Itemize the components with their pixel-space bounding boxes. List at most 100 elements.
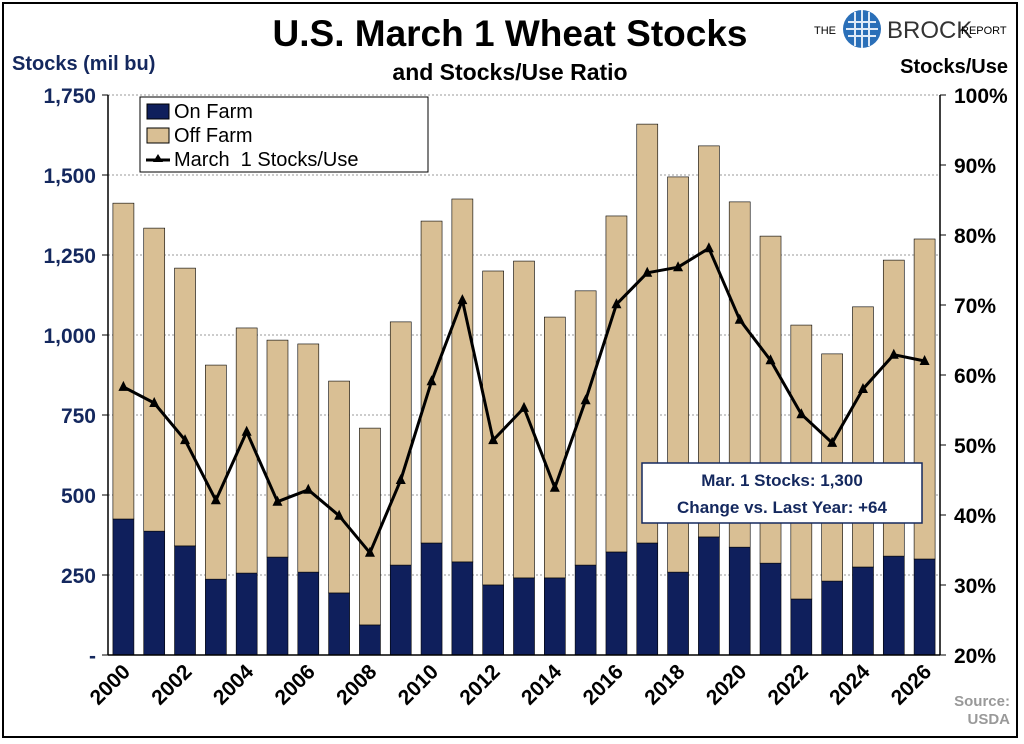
bar-off-farm-2001 <box>143 227 166 532</box>
y2-tick-label: 100% <box>954 85 1008 108</box>
legend-swatch-on-farm <box>146 103 170 120</box>
stocks-use-point-2006 <box>303 483 314 494</box>
bar-on-farm-2007 <box>328 592 350 656</box>
bar-on-farm-2022 <box>790 598 813 656</box>
bar-off-farm-2017 <box>636 123 659 544</box>
y2-tick-label: 30% <box>954 575 996 598</box>
bar-on-farm-2009 <box>389 564 412 656</box>
stocks-use-point-2012 <box>488 434 499 445</box>
stocks-use-point-2015 <box>580 394 591 405</box>
bar-on-farm-2006 <box>297 571 320 656</box>
bar-off-farm-2020 <box>728 201 751 548</box>
bar-off-farm-2004 <box>235 327 258 574</box>
stocks-use-point-2000 <box>118 380 129 391</box>
y-tick-label: 500 <box>61 485 96 508</box>
stocks-use-point-2025 <box>888 348 899 359</box>
bar-on-farm-2003 <box>205 578 227 656</box>
bar-on-farm-2013 <box>513 577 535 656</box>
x-tick-label: 2004 <box>209 660 259 710</box>
source-label: Source: <box>954 693 1010 710</box>
x-tick-label: 2018 <box>640 660 690 710</box>
bar-on-farm-2016 <box>605 551 628 656</box>
bar-on-farm-2014 <box>544 577 566 656</box>
stocks-use-point-2004 <box>241 425 252 436</box>
bar-on-farm-2021 <box>759 562 782 656</box>
bar-off-farm-2000 <box>112 202 135 520</box>
annotation-box: Mar. 1 Stocks: 1,300 Change vs. Last Yea… <box>641 462 923 524</box>
stocks-use-point-2018 <box>673 261 684 272</box>
bar-on-farm-2020 <box>728 546 751 656</box>
bar-off-farm-2002 <box>174 267 196 547</box>
x-tick-label: 2002 <box>147 660 196 709</box>
annotation-change: Change vs. Last Year: +64 <box>677 498 887 517</box>
legend-triangle-marker <box>153 154 163 162</box>
logo-brock: BROCK <box>887 17 972 44</box>
stocks-use-point-2014 <box>549 481 560 492</box>
bar-on-farm-2010 <box>420 542 443 656</box>
bar-on-farm-2012 <box>482 584 504 656</box>
y2-tick-label: 20% <box>954 645 996 668</box>
bar-off-farm-2013 <box>513 260 535 579</box>
x-tick-label: 2022 <box>764 660 813 709</box>
stocks-use-point-2013 <box>519 401 529 412</box>
bar-on-farm-2018 <box>667 571 689 656</box>
bar-on-farm-2024 <box>852 566 874 656</box>
y2-tick-label: 80% <box>954 225 996 248</box>
source-value: USDA <box>967 711 1010 728</box>
bar-on-farm-2001 <box>143 530 166 656</box>
x-tick-label: 2020 <box>702 660 751 709</box>
globe-icon <box>843 10 881 48</box>
bar-on-farm-2025 <box>882 555 905 656</box>
bar-on-farm-2019 <box>698 536 720 656</box>
bar-off-farm-2005 <box>266 339 289 558</box>
stocks-use-point-2023 <box>827 436 838 447</box>
logo-the: THE <box>814 25 836 37</box>
stocks-use-point-2008 <box>364 546 375 557</box>
stocks-use-point-2007 <box>334 509 345 520</box>
stocks-use-point-2022 <box>796 408 807 419</box>
bar-off-farm-2019 <box>698 145 720 538</box>
stocks-use-point-2026 <box>919 355 930 365</box>
y-tick-label: 750 <box>61 405 96 428</box>
bar-off-farm-2022 <box>790 324 813 600</box>
bar-off-farm-2014 <box>544 316 566 579</box>
x-tick-label: 2010 <box>394 660 443 709</box>
stocks-use-point-2002 <box>180 434 191 445</box>
stocks-use-point-2019 <box>703 242 714 253</box>
bar-on-farm-2008 <box>359 624 381 656</box>
x-tick-label: 2006 <box>271 660 320 709</box>
bar-off-farm-2008 <box>359 427 381 626</box>
y-tick-label: 1,000 <box>43 325 96 348</box>
bar-on-farm-2004 <box>235 572 258 656</box>
stocks-use-point-2005 <box>272 495 283 506</box>
bar-off-farm-2007 <box>328 380 350 594</box>
chart-subtitle: and Stocks/Use Ratio <box>392 59 627 85</box>
stocks-use-point-2003 <box>210 494 221 505</box>
bar-off-farm-2024 <box>852 306 874 568</box>
y2-tick-label: 70% <box>954 295 996 318</box>
legend-swatch-off-farm <box>146 127 170 144</box>
annotation-stocks: Mar. 1 Stocks: 1,300 <box>701 471 863 490</box>
bar-on-farm-2011 <box>451 561 474 656</box>
bar-on-farm-2015 <box>574 564 597 656</box>
legend-stocks-use: March 1 Stocks/Use <box>174 149 359 171</box>
y2-tick-label: 50% <box>954 435 996 458</box>
stocks-use-point-2017 <box>642 266 653 277</box>
stocks-use-point-2009 <box>395 474 406 484</box>
y-tick-label: 1,500 <box>43 165 96 188</box>
y-tick-label: - <box>89 645 96 668</box>
y2-axis-label: Stocks/Use <box>900 56 1008 78</box>
bar-on-farm-2023 <box>821 580 843 656</box>
x-tick-label: 2026 <box>887 660 936 709</box>
bar-on-farm-2002 <box>174 545 196 656</box>
y-axis-label: Stocks (mil bu) <box>12 53 155 75</box>
legend-off-farm: Off Farm <box>174 125 253 147</box>
bar-off-farm-2015 <box>574 290 597 566</box>
bar-on-farm-2000 <box>112 518 135 656</box>
y-tick-label: 1,750 <box>43 85 96 108</box>
x-tick-label: 2008 <box>332 660 382 710</box>
y2-tick-label: 40% <box>954 505 996 528</box>
x-tick-label: 2016 <box>579 660 628 709</box>
legend-on-farm: On Farm <box>174 101 253 123</box>
